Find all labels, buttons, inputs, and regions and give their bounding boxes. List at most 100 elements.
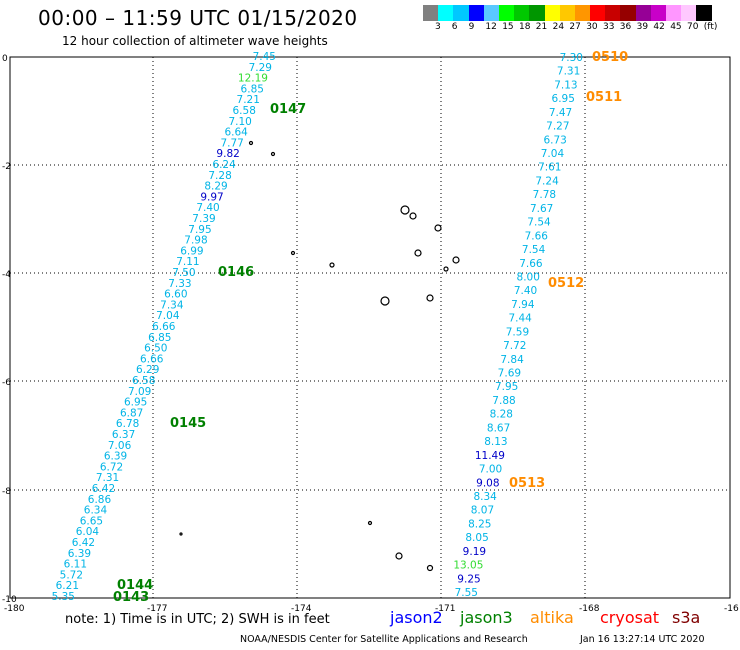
wave-height-value: 6.66	[140, 353, 164, 365]
credit-line: NOAA/NESDIS Center for Satellite Applica…	[240, 634, 528, 645]
wave-height-value: 6.66	[152, 321, 176, 333]
island-marker	[426, 294, 434, 302]
wave-height-value: 8.13	[484, 436, 507, 448]
island-marker	[400, 205, 410, 215]
wave-height-value: 7.95	[188, 224, 211, 236]
wave-height-value: 6.78	[116, 418, 139, 430]
pass-time-label: 0144	[117, 578, 153, 593]
wave-height-value: 9.25	[457, 573, 480, 585]
scale-swatch	[666, 5, 682, 21]
scale-label: 42	[653, 22, 665, 32]
footnote: note: 1) Time is in UTC; 2) SWH is in fe…	[65, 612, 330, 627]
scale-label: 6	[451, 22, 458, 32]
scale-swatch	[453, 5, 469, 21]
wave-height-value: 7.66	[525, 230, 549, 242]
island-marker	[409, 212, 417, 220]
wave-height-value: 7.33	[168, 278, 191, 290]
wave-height-value: 7.09	[128, 386, 151, 398]
scale-label: 45	[670, 22, 682, 32]
wave-height-value: 13.05	[453, 560, 483, 572]
wave-height-value: 11.49	[475, 450, 505, 462]
wave-height-value: 6.39	[68, 548, 91, 560]
wave-height-value: 7.13	[554, 79, 577, 91]
x-tick-label: -174	[291, 604, 312, 614]
wave-height-value: 6.60	[164, 289, 187, 301]
islands	[179, 140, 460, 572]
wave-height-value: 6.39	[104, 451, 127, 463]
map-subtitle: 12 hour collection of altimeter wave hei…	[62, 34, 328, 48]
scale-label: 70	[687, 22, 699, 32]
wave-height-value: 5.35	[52, 591, 75, 603]
wave-height-value: 5.72	[60, 569, 83, 581]
wave-height-value: 7.45	[253, 51, 276, 63]
altimeter-track-jason3: 7.457.2912.196.857.216.587.106.647.779.8…	[52, 51, 276, 603]
island-marker	[329, 262, 335, 268]
generated-timestamp: Jan 16 13:27:14 UTC 2020	[580, 634, 705, 645]
pass-time-label: 0512	[548, 276, 584, 291]
wave-height-value: 7.40	[196, 202, 219, 214]
wave-height-value: 6.21	[56, 580, 79, 592]
satellite-name: altika	[530, 608, 574, 627]
wave-height-value: 7.31	[96, 472, 119, 484]
scale-label: 18	[519, 22, 531, 32]
wave-height-value: 7.94	[511, 299, 535, 311]
wave-height-value: 8.29	[204, 181, 227, 193]
island-marker	[380, 296, 390, 306]
wave-height-value: 6.72	[100, 461, 123, 473]
scale-swatch	[590, 5, 606, 21]
wave-height-value: 7.69	[498, 368, 521, 380]
x-tick-label: -180	[4, 604, 25, 614]
wave-height-value: 6.50	[144, 343, 167, 355]
wave-height-value: 7.27	[546, 121, 569, 133]
island-marker	[395, 552, 403, 560]
pass-time-label: 0145	[170, 416, 206, 431]
wave-height-value: 7.06	[108, 440, 132, 452]
wave-height-value: 7.11	[176, 256, 199, 268]
wave-height-value: 8.34	[473, 491, 497, 503]
wave-height-value: 7.95	[495, 381, 518, 393]
wave-height-value: 8.05	[465, 532, 488, 544]
wave-height-value: 6.65	[80, 515, 103, 527]
wave-height-value: 7.72	[503, 340, 526, 352]
scale-swatch	[574, 5, 591, 21]
x-tick-label: -177	[147, 604, 167, 614]
wave-height-value: 7.31	[557, 66, 580, 78]
map-axes: -180 -177 -174 -171 -168 -16 0 -2 -4 -6 -8 -10	[2, 54, 739, 614]
y-tick-label: -6	[2, 378, 11, 388]
wave-height-value: 7.55	[455, 587, 478, 599]
wave-height-value: 7.10	[228, 116, 251, 128]
map-grid	[9, 56, 731, 599]
satellite-name: jason2	[390, 608, 443, 627]
y-tick-label: -10	[2, 595, 17, 605]
scale-label: 3	[435, 22, 441, 32]
scale-swatch	[559, 5, 575, 21]
wave-height-value: 8.07	[471, 505, 494, 517]
y-tick-label: 0	[2, 54, 8, 64]
wave-height-value: 6.29	[136, 364, 159, 376]
scale-swatch	[438, 5, 454, 21]
scale-swatch	[514, 5, 530, 21]
wave-height-value: 7.88	[492, 395, 515, 407]
wave-height-value: 8.00	[517, 271, 540, 283]
wave-height-value: 8.28	[490, 409, 513, 421]
wave-height-value: 7.77	[220, 137, 243, 149]
satellite-name: jason3	[460, 608, 513, 627]
wave-height-value: 6.87	[120, 407, 143, 419]
scale-swatch	[620, 5, 636, 21]
wave-height-value: 6.95	[552, 93, 575, 105]
scale-swatch	[483, 5, 499, 21]
wave-height-value: 12.19	[238, 73, 268, 85]
scale-label: 12	[485, 22, 497, 32]
wave-height-value: 7.24	[535, 175, 559, 187]
wave-height-scale-labels: 3 6 9 12 15 18 21 24 27 30 33 36 39 42 45 70 (ft)	[423, 22, 740, 34]
wave-height-value: 8.67	[487, 422, 510, 434]
scale-label: (ft)	[703, 22, 718, 32]
scale-swatch	[681, 5, 697, 21]
wave-height-value: 7.39	[192, 213, 215, 225]
wave-height-value: 6.58	[233, 105, 256, 117]
wave-height-value: 7.47	[549, 107, 572, 119]
wave-height-value: 6.73	[543, 134, 566, 146]
wave-height-value: 6.04	[76, 526, 100, 538]
scale-label: 9	[468, 22, 475, 32]
